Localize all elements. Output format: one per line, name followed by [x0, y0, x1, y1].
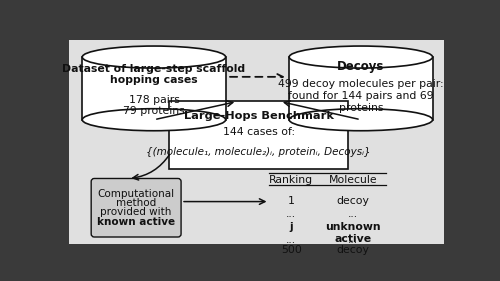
Text: Decoys: Decoys	[337, 60, 384, 73]
Text: decoy: decoy	[336, 196, 370, 206]
Text: decoy: decoy	[336, 246, 370, 255]
Ellipse shape	[289, 46, 432, 68]
Polygon shape	[82, 57, 226, 120]
Text: ...: ...	[286, 209, 296, 219]
Text: method: method	[116, 198, 156, 208]
Ellipse shape	[289, 109, 432, 131]
Text: Large-Hops Benchmark: Large-Hops Benchmark	[184, 111, 334, 121]
Ellipse shape	[82, 46, 226, 68]
Text: Computational: Computational	[98, 189, 174, 199]
Text: Ranking: Ranking	[269, 175, 313, 185]
FancyBboxPatch shape	[91, 178, 181, 237]
FancyBboxPatch shape	[68, 40, 444, 244]
Text: {(molecule₁, molecule₂)ᵢ, proteinᵢ, Decoysᵢ}: {(molecule₁, molecule₂)ᵢ, proteinᵢ, Deco…	[146, 147, 371, 157]
Text: 144 cases of:: 144 cases of:	[222, 127, 294, 137]
Text: 499 decoy molecules per pair:
found for 144 pairs and 69
proteins: 499 decoy molecules per pair: found for …	[278, 80, 444, 113]
Text: 178 pairs
79 proteins: 178 pairs 79 proteins	[123, 94, 185, 116]
Text: 1: 1	[288, 196, 294, 206]
Text: j: j	[290, 222, 293, 232]
Polygon shape	[289, 57, 432, 120]
Text: 500: 500	[280, 246, 301, 255]
FancyBboxPatch shape	[170, 101, 348, 169]
Ellipse shape	[82, 109, 226, 131]
Text: Molecule: Molecule	[329, 175, 378, 185]
Text: ...: ...	[348, 235, 358, 245]
Text: provided with: provided with	[100, 207, 172, 217]
Text: Dataset of large-step scaffold
hopping cases: Dataset of large-step scaffold hopping c…	[62, 64, 246, 85]
Text: ...: ...	[286, 235, 296, 245]
Text: unknown
active: unknown active	[326, 222, 381, 244]
Text: known active: known active	[97, 217, 175, 226]
Text: ...: ...	[348, 209, 358, 219]
